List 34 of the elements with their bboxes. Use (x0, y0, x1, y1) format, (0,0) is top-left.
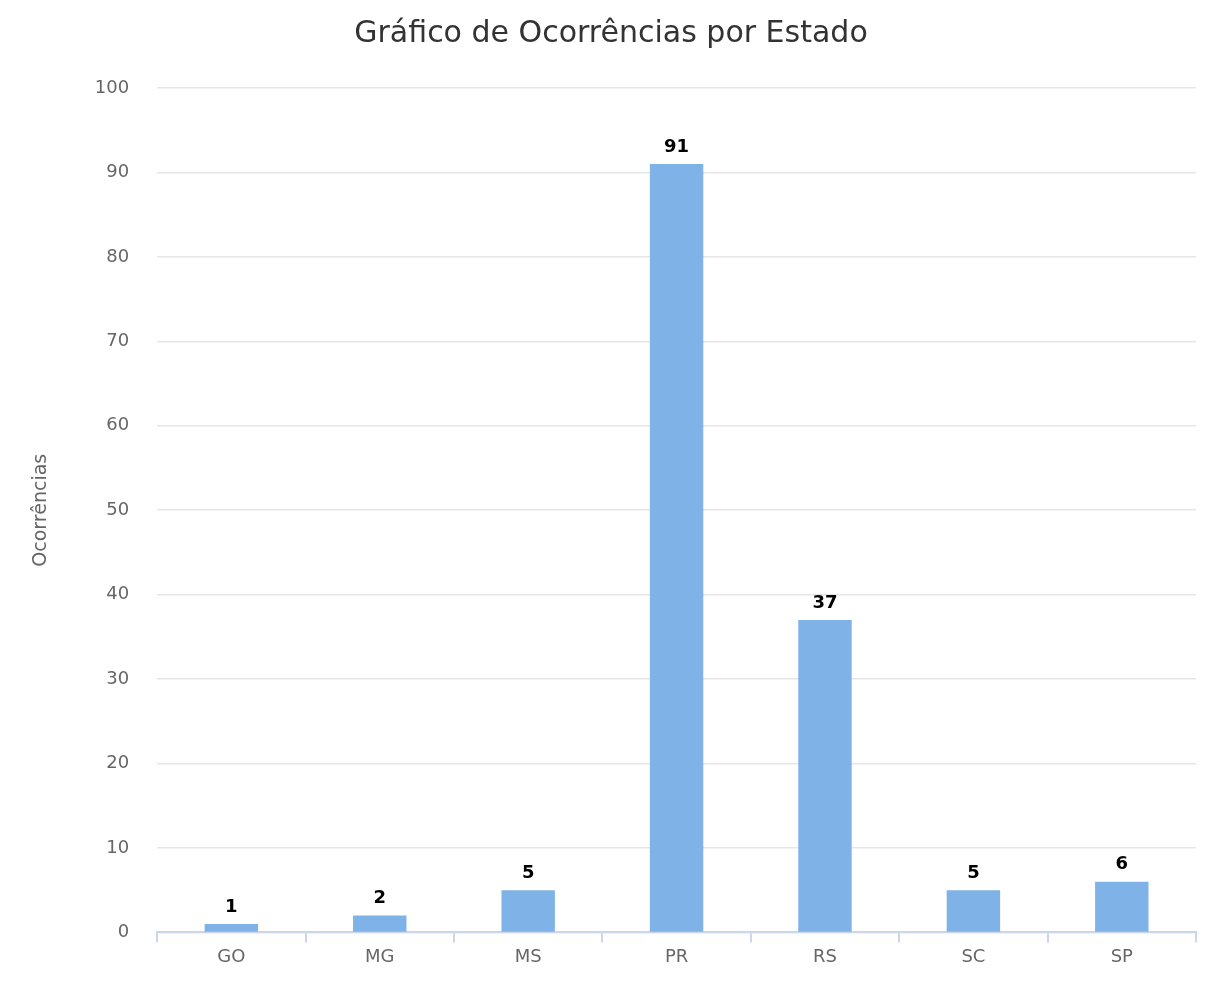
y-tick-label: 70 (106, 328, 130, 350)
y-tick-label: 80 (106, 244, 130, 266)
x-tick-label: SP (1110, 944, 1134, 966)
bar (501, 890, 555, 932)
bar (946, 890, 1001, 932)
data-label: 5 (967, 860, 980, 882)
y-tick-label: 0 (117, 920, 130, 942)
data-label: 37 (812, 590, 838, 612)
bar (1095, 881, 1149, 932)
y-tick-label: 90 (106, 160, 130, 182)
data-label: 6 (1115, 852, 1129, 874)
data-label: 5 (521, 860, 535, 882)
x-tick-label: SC (961, 944, 986, 966)
y-tick-label: 40 (106, 582, 130, 604)
x-tick-label: RS (813, 944, 837, 966)
x-tick-label: MG (365, 944, 395, 966)
x-tick-label: MS (514, 944, 542, 966)
bar (353, 915, 407, 932)
y-tick-label: 10 (106, 835, 130, 857)
data-label: 1 (225, 894, 238, 916)
x-tick-label: PR (664, 944, 689, 966)
data-label: 2 (373, 886, 387, 908)
y-axis-title: Ocorrências (28, 453, 51, 567)
bar (649, 164, 704, 932)
bar (204, 923, 259, 932)
y-tick-label: 30 (106, 666, 130, 688)
bar (798, 619, 852, 932)
y-tick-label: 60 (106, 413, 130, 435)
y-tick-label: 50 (106, 497, 130, 519)
y-tick-label: 20 (106, 751, 130, 773)
y-tick-label: 100 (94, 75, 130, 97)
chart-title: Gráfico de Ocorrências por Estado (354, 13, 868, 49)
data-label: 91 (664, 134, 690, 156)
x-tick-label: GO (217, 944, 246, 966)
